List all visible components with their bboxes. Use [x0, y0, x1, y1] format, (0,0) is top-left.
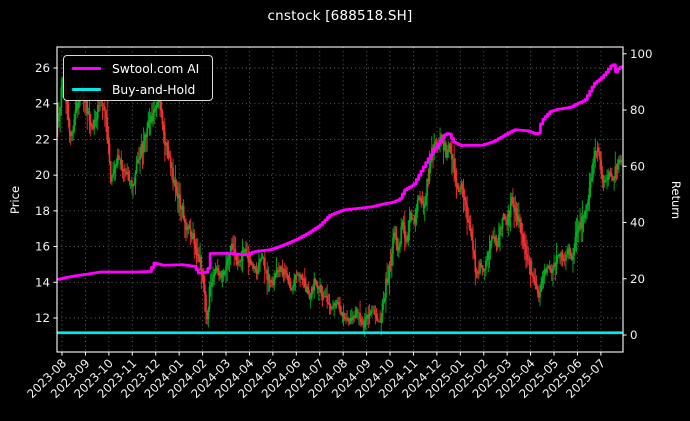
legend-item-label: Buy-and-Hold	[112, 82, 196, 97]
y-tick-label-return: 0	[630, 328, 638, 342]
y-tick-label-return: 100	[630, 47, 653, 61]
candlestick-series	[56, 73, 623, 337]
y-tick-label-price: 20	[35, 168, 50, 182]
y-tick-label-return: 20	[630, 272, 645, 286]
y-tick-label-price: 18	[35, 204, 50, 218]
legend-item-label: Swtool.com AI	[112, 61, 200, 76]
legend: Swtool.com AI Buy-and-Hold	[63, 55, 213, 101]
y-tick-label-price: 26	[35, 61, 50, 75]
y-tick-label-price: 14	[35, 275, 50, 289]
y-tick-label-price: 22	[35, 132, 50, 146]
legend-item: Buy-and-Hold	[64, 79, 212, 100]
legend-item: Swtool.com AI	[64, 58, 212, 79]
legend-line-swatch-ai	[72, 66, 101, 71]
legend-line-swatch-bah	[72, 87, 101, 92]
y-axis-label-price: Price	[8, 185, 22, 215]
y-tick-label-price: 24	[35, 97, 50, 111]
plot-border	[56, 46, 624, 353]
y-axis-label-return: Return	[669, 180, 683, 220]
y-tick-label-return: 60	[630, 159, 645, 173]
y-tick-label-price: 12	[35, 311, 50, 325]
y-tick-label-return: 40	[630, 216, 645, 230]
y-tick-label-return: 80	[630, 103, 645, 117]
ai-return-line	[56, 63, 623, 281]
y-tick-label-price: 16	[35, 240, 50, 254]
chart-title: cnstock [688518.SH]	[267, 8, 413, 24]
